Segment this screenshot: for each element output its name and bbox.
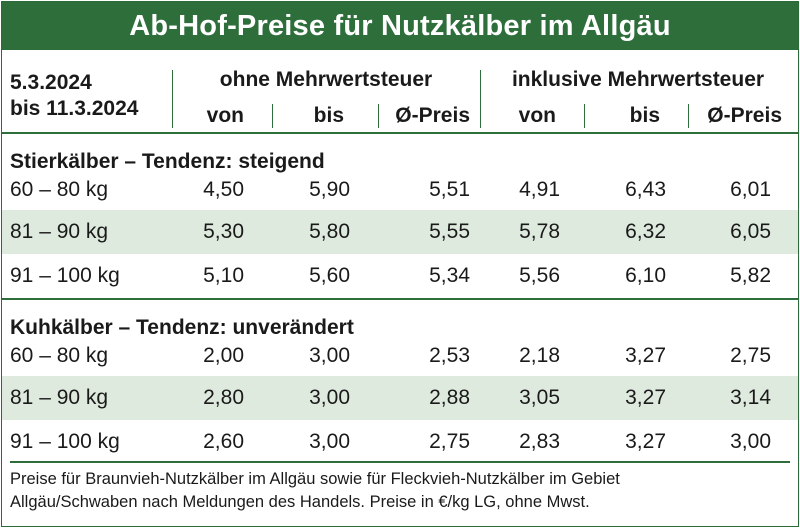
price-cell: 5,51: [429, 178, 470, 202]
weight-class: 91 – 100 kg: [10, 430, 120, 453]
table-row: 91 – 100 kg 2,60 3,00 2,75 2,83 3,27 3,0…: [2, 420, 798, 464]
table-row: 60 – 80 kg 2,00 3,00 2,53 2,18 3,27 2,75: [2, 340, 798, 376]
price-cell: 5,80: [309, 220, 350, 243]
section-title: Stierkälber – Tendenz: steigend: [10, 150, 325, 173]
price-cell: 3,00: [309, 344, 350, 368]
weight-class: 60 – 80 kg: [10, 178, 109, 202]
group-header-incl-vat: inklusive Mehrwertsteuer: [511, 68, 765, 91]
divider: [480, 70, 481, 128]
section-heifer-calves: Kuhkälber – Tendenz: unverändert 60 – 80…: [2, 300, 798, 464]
price-cell: 3,14: [730, 386, 771, 409]
price-cell: 6,10: [625, 264, 666, 287]
table-row: 81 – 90 kg 5,30 5,80 5,55 5,78 6,32 6,05: [2, 210, 798, 254]
footnote-line: Allgäu/Schwaben nach Meldungen des Hande…: [10, 493, 590, 511]
price-cell: 2,83: [519, 430, 560, 453]
price-cell: 5,30: [203, 220, 244, 243]
col-header-from: von: [206, 104, 244, 127]
price-cell: 5,56: [519, 264, 560, 287]
price-cell: 5,90: [309, 178, 350, 202]
footnote: Preise für Braunvieh-Nutzkälber im Allgä…: [10, 461, 790, 514]
date-range: 5.3.2024 bis 11.3.2024: [10, 70, 138, 122]
price-cell: 5,55: [429, 220, 470, 243]
price-cell: 5,78: [519, 220, 560, 243]
price-cell: 3,27: [625, 430, 666, 453]
price-cell: 3,27: [625, 344, 666, 368]
divider: [688, 104, 689, 128]
date-from: 5.3.2024: [10, 71, 92, 94]
price-cell: 5,34: [429, 264, 470, 287]
weight-class: 81 – 90 kg: [10, 220, 109, 243]
price-cell: 2,00: [203, 344, 244, 368]
price-cell: 4,91: [519, 178, 560, 202]
divider: [172, 70, 173, 128]
group-header-excl-vat: ohne Mehrwertsteuer: [219, 68, 433, 91]
price-cell: 3,27: [625, 386, 666, 409]
footnote-line: Preise für Braunvieh-Nutzkälber im Allgä…: [10, 470, 620, 488]
divider: [272, 104, 273, 128]
price-cell: 2,75: [429, 430, 470, 453]
col-header-to: bis: [629, 104, 660, 127]
table-title: Ab-Hof-Preise für Nutzkälber im Allgäu: [2, 2, 798, 50]
col-header-avg: Ø-Preis: [395, 104, 470, 127]
weight-class: 81 – 90 kg: [10, 386, 109, 409]
date-to: bis 11.3.2024: [10, 97, 139, 120]
table-row: 81 – 90 kg 2,80 3,00 2,88 3,05 3,27 3,14: [2, 376, 798, 420]
section-bull-calves: Stierkälber – Tendenz: steigend 60 – 80 …: [2, 134, 798, 300]
price-cell: 2,75: [730, 344, 771, 368]
section-title: Kuhkälber – Tendenz: unverändert: [10, 316, 354, 339]
price-cell: 6,01: [730, 178, 771, 202]
col-header-to: bis: [313, 104, 344, 127]
price-cell: 6,32: [625, 220, 666, 243]
price-cell: 5,10: [203, 264, 244, 287]
weight-class: 60 – 80 kg: [10, 344, 109, 368]
price-cell: 5,82: [730, 264, 771, 287]
price-cell: 6,05: [730, 220, 771, 243]
price-cell: 2,53: [429, 344, 470, 368]
weight-class: 91 – 100 kg: [10, 264, 120, 287]
table-row: 60 – 80 kg 4,50 5,90 5,51 4,91 6,43 6,01: [2, 174, 798, 210]
price-cell: 3,00: [730, 430, 771, 453]
price-cell: 3,05: [519, 386, 560, 409]
col-header-from: von: [518, 104, 556, 127]
price-cell: 2,80: [203, 386, 244, 409]
price-cell: 2,18: [519, 344, 560, 368]
col-header-avg: Ø-Preis: [707, 104, 782, 127]
price-cell: 3,00: [309, 386, 350, 409]
price-cell: 6,43: [625, 178, 666, 202]
table-row: 91 – 100 kg 5,10 5,60 5,34 5,56 6,10 5,8…: [2, 254, 798, 300]
table-header: 5.3.2024 bis 11.3.2024 ohne Mehrwertsteu…: [2, 50, 798, 134]
price-cell: 2,88: [429, 386, 470, 409]
price-cell: 2,60: [203, 430, 244, 453]
price-cell: 3,00: [309, 430, 350, 453]
price-cell: 4,50: [203, 178, 244, 202]
divider: [378, 104, 379, 128]
divider: [584, 104, 585, 128]
price-cell: 5,60: [309, 264, 350, 287]
